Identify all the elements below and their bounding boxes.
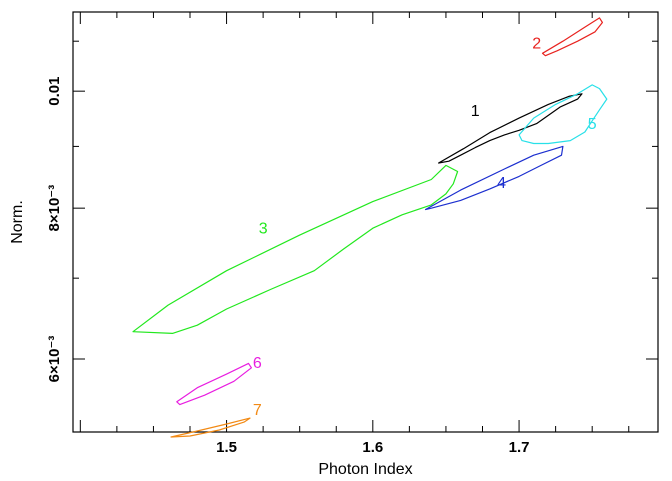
contour-1 — [438, 93, 583, 164]
plot-frame — [72, 11, 659, 433]
x-tick-label: 1.5 — [216, 439, 237, 456]
contour-label-4: 4 — [497, 175, 506, 192]
x-tick-label: 1.6 — [362, 439, 383, 456]
contour-3 — [132, 164, 459, 334]
x-axis-title: Photon Index — [318, 461, 412, 478]
contour-label-6: 6 — [253, 355, 262, 372]
contour-5 — [518, 84, 608, 145]
plot-border — [72, 11, 659, 433]
y-tick-label: 0.01 — [46, 77, 63, 106]
contour-label-3: 3 — [259, 221, 268, 238]
contour-2 — [541, 17, 603, 57]
contour-6 — [176, 362, 252, 406]
y-tick-label: 6×10⁻³ — [46, 336, 63, 383]
y-tick-label: 8×10⁻³ — [46, 185, 63, 232]
y-axis-title: Norm. — [9, 200, 26, 244]
contour-label-2: 2 — [532, 35, 541, 52]
contour-4 — [424, 145, 564, 211]
contour-7 — [170, 417, 251, 438]
x-tick-label: 1.7 — [509, 439, 530, 456]
contour-label-7: 7 — [253, 402, 262, 419]
contour-series: 1 2 3 4 5 6 7 — [132, 17, 608, 438]
contour-label-5: 5 — [588, 116, 597, 133]
contour-label-1: 1 — [471, 103, 480, 120]
axis-ticks: 1.5 1.6 1.7 6×10⁻³ 8×10⁻³ 0.01 — [46, 12, 658, 456]
